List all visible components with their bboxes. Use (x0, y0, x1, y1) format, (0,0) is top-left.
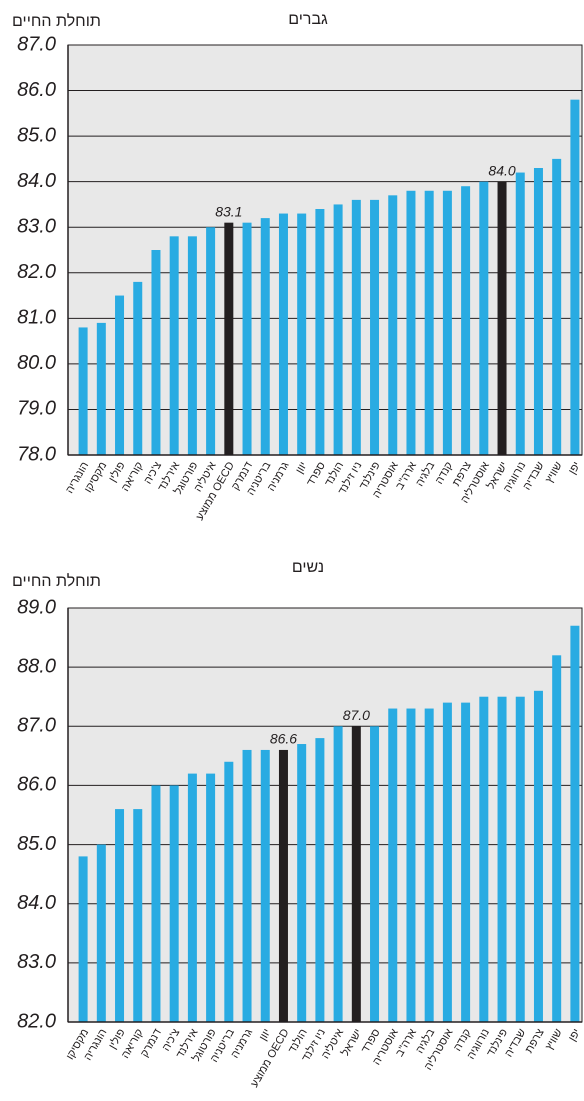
bar (224, 222, 234, 455)
x-tick-label: שוויץ (543, 1027, 564, 1052)
bar (570, 625, 580, 1022)
chart-title: גברים (288, 11, 328, 28)
y-tick-label: 84.0 (17, 892, 56, 914)
bar (333, 726, 343, 1022)
y-axis-title: תוחלת החיים (12, 12, 101, 30)
y-tick-label: 83.0 (17, 951, 56, 973)
bar (370, 726, 380, 1022)
bar (169, 236, 179, 455)
bar (333, 204, 343, 455)
bar (461, 186, 471, 455)
y-tick-label: 82.0 (17, 261, 56, 283)
bar (96, 322, 106, 455)
data-label: 84.0 (488, 162, 515, 178)
bar (442, 190, 452, 455)
y-tick-label: 80.0 (17, 352, 56, 374)
x-tick-label: יפן (567, 460, 583, 477)
bar (533, 690, 543, 1022)
bar (461, 702, 471, 1022)
bar (479, 181, 489, 455)
bar (278, 749, 288, 1022)
y-tick-label: 85.0 (17, 833, 56, 855)
y-tick-label: 78.0 (17, 443, 56, 465)
bar (187, 773, 197, 1022)
y-tick-label: 87.0 (17, 33, 56, 55)
x-tick-label: שוויץ (543, 460, 564, 485)
y-tick-label: 82.0 (17, 1010, 56, 1032)
x-tick-label: צרפת (523, 1027, 546, 1055)
x-tick-label: יפן (567, 1027, 583, 1044)
bar (206, 773, 216, 1022)
bar (260, 749, 270, 1022)
y-tick-label: 85.0 (17, 124, 56, 146)
y-tick-label: 83.0 (17, 216, 56, 238)
bar (115, 809, 125, 1022)
y-tick-label: 84.0 (17, 170, 56, 192)
data-label: 86.6 (270, 731, 297, 747)
bar (242, 749, 252, 1022)
bar (388, 195, 398, 456)
bar (388, 708, 398, 1022)
y-axis-title: תוחלת החיים (12, 572, 101, 590)
plot-border (67, 44, 583, 456)
bar (424, 708, 434, 1022)
bar (315, 209, 325, 455)
bar (96, 844, 106, 1022)
bar (552, 655, 562, 1022)
y-tick-label: 86.0 (17, 774, 56, 796)
bar (260, 218, 270, 455)
bar (479, 696, 489, 1022)
bar (169, 785, 179, 1022)
bar (151, 785, 161, 1022)
chart-title: נשים (292, 559, 324, 576)
y-tick-label: 86.0 (17, 79, 56, 101)
x-tick-label: יוון (294, 460, 310, 476)
bar (224, 761, 234, 1022)
bar (297, 213, 307, 455)
bar (442, 702, 452, 1022)
bar (570, 99, 580, 456)
bar (406, 708, 416, 1022)
bar (242, 222, 252, 455)
bar (115, 295, 125, 455)
bar (78, 327, 88, 455)
bar (151, 250, 161, 455)
y-tick-label: 81.0 (17, 307, 56, 329)
y-tick-label: 79.0 (17, 398, 56, 420)
x-tick-label: יוון (257, 1027, 273, 1043)
bar (133, 281, 143, 455)
bar (552, 158, 562, 455)
bar (206, 227, 216, 455)
bar (515, 696, 525, 1022)
bar (370, 199, 380, 455)
bar (406, 190, 416, 455)
y-tick-label: 87.0 (17, 715, 56, 737)
bar (497, 181, 507, 455)
x-tick-label: בלגיה (413, 459, 438, 489)
bar (187, 236, 197, 455)
bar (497, 696, 507, 1022)
bar (533, 168, 543, 455)
plot-border (67, 607, 583, 1023)
bar (297, 744, 307, 1022)
y-tick-label: 89.0 (17, 596, 56, 618)
y-tick-label: 88.0 (17, 655, 56, 677)
data-label: 87.0 (343, 707, 370, 723)
bar (78, 856, 88, 1022)
bar (278, 213, 288, 455)
bar (515, 172, 525, 456)
data-label: 83.1 (215, 203, 242, 219)
bar (351, 726, 361, 1022)
bar (315, 738, 325, 1022)
bar (351, 199, 361, 455)
bar (424, 190, 434, 455)
bar (133, 809, 143, 1022)
